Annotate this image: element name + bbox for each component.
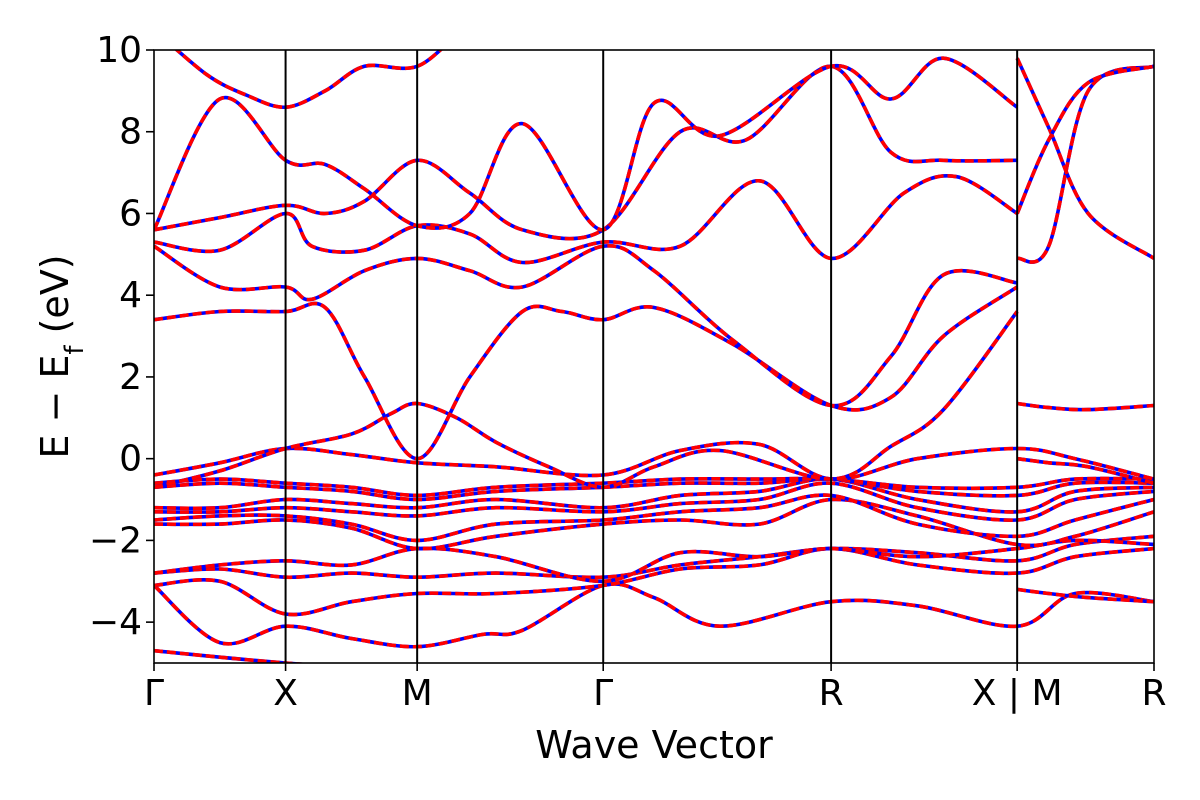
band-line-14: [154, 244, 1018, 408]
band-line-red-1: [154, 582, 1154, 649]
band-line-7: [154, 481, 1154, 522]
y-tick-label: −4: [89, 602, 142, 643]
band-line-red-14: [154, 244, 1018, 408]
band-line-10: [154, 476, 1154, 498]
band-line-20: [1016, 401, 1154, 412]
band-line-red-11: [154, 440, 1154, 482]
band-line-3: [154, 534, 1154, 580]
band-line-23: [1015, 57, 1154, 260]
band-line-red-16: [154, 64, 1018, 241]
band-line-red-6: [154, 493, 1154, 543]
y-tick-label: −2: [89, 520, 142, 561]
plot-frame: [153, 49, 1155, 664]
band-line-21: [1016, 587, 1154, 604]
band-line-11: [154, 440, 1154, 482]
band-line-19: [1016, 456, 1154, 485]
band-line-9: [154, 477, 1154, 502]
band-line-blue-17: [154, 56, 1019, 232]
band-line-red-22: [1016, 64, 1154, 264]
band-line-8: [154, 477, 1154, 514]
band-line-24: [1015, 64, 1154, 215]
band-line-red-13: [154, 285, 1019, 461]
y-axis-label: E − Ef (eV): [33, 254, 90, 458]
band-line-blue-2: [154, 546, 1154, 617]
band-line-6: [154, 493, 1154, 543]
x-tick-label: R: [1141, 673, 1166, 714]
x-tick-label: Γ: [593, 673, 613, 714]
x-tick-label: X: [273, 673, 298, 714]
band-line-15: [154, 174, 1019, 265]
band-line-4: [154, 538, 1154, 584]
band-line-blue-24: [1015, 64, 1154, 215]
y-tick-label: 6: [119, 193, 142, 234]
band-line-18: [174, 50, 444, 110]
band-line-16: [154, 64, 1018, 241]
y-tick-label: 4: [119, 275, 142, 316]
band-line-red-9: [154, 477, 1154, 502]
band-line-blue-13: [154, 285, 1019, 461]
y-tick-label: 8: [119, 112, 142, 153]
y-axis-label-tail: (eV): [33, 254, 77, 345]
x-axis-label: Wave Vector: [535, 723, 773, 767]
band-line-17: [154, 56, 1019, 232]
x-axis-ticks: Γ X M Γ R X | M R: [144, 663, 1167, 714]
x-tick-label: Γ: [144, 673, 164, 714]
y-axis-label-main: E − E: [33, 355, 77, 459]
x-tick-label: R: [819, 673, 844, 714]
y-axis-ticks: 10 8 6 4 2 0 −2 −4: [89, 30, 154, 643]
band-line-red-2: [154, 546, 1154, 617]
band-line-12: [154, 310, 1019, 490]
y-tick-label: 0: [119, 439, 142, 480]
band-line-2: [154, 546, 1154, 617]
band-line-red-4: [154, 538, 1154, 584]
band-line-red-21: [1016, 587, 1154, 604]
band-line-red-19: [1016, 456, 1154, 485]
band-line-blue-18: [174, 50, 444, 110]
high-symmetry-lines: [284, 50, 1019, 663]
y-tick-label: 2: [119, 357, 142, 398]
band-line-red-20: [1016, 401, 1154, 412]
band-line-blue-10: [154, 476, 1154, 498]
band-line-22: [1016, 64, 1154, 264]
band-line-red-5: [154, 497, 1154, 551]
band-line-red-3: [154, 534, 1154, 580]
band-line-13: [154, 285, 1019, 461]
band-line-red-15: [154, 174, 1019, 265]
y-tick-label: 10: [96, 30, 142, 71]
x-tick-label: M: [402, 673, 433, 714]
x-tick-label: X | M: [972, 673, 1063, 714]
band-line-red-7: [154, 481, 1154, 522]
band-line-red-8: [154, 477, 1154, 514]
y-axis-label-sub: f: [60, 345, 90, 355]
band-line-red-24: [1015, 64, 1154, 215]
band-line-red-23: [1015, 57, 1154, 260]
band-line-red-18: [174, 50, 444, 110]
band-line-blue-14: [154, 244, 1018, 408]
band-line-blue-23: [1015, 57, 1154, 260]
band-lines: [154, 50, 1154, 663]
band-line-5: [154, 497, 1154, 551]
band-line-red-12: [154, 310, 1019, 490]
